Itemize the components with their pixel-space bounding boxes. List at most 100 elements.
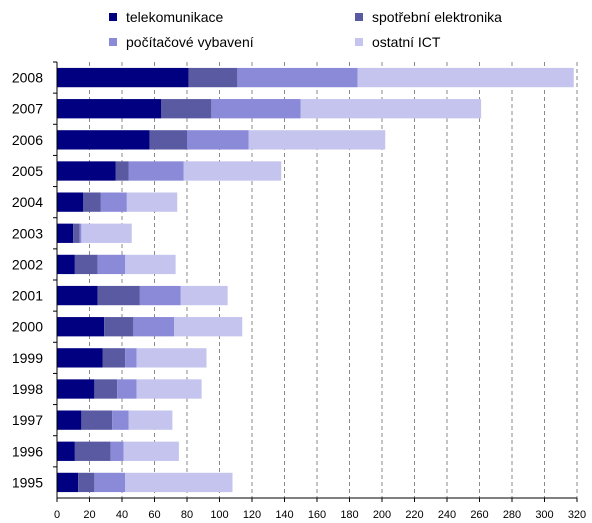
legend-label-3: ostatní ICT: [372, 34, 441, 50]
y-tick-label-1999: 1999: [12, 350, 43, 366]
y-tick-label-2002: 2002: [12, 256, 43, 272]
bar-2002-series-3: [125, 254, 176, 275]
legend-swatch-3: [355, 38, 363, 46]
x-tick-label-0: 0: [54, 509, 60, 521]
x-tick-label-140: 140: [275, 509, 293, 521]
y-tick-labels: 2008 2007 2006 2005 2004 2003 2002 2001 2000 1999…: [12, 61, 57, 490]
grid-lines: [89, 62, 578, 498]
bar-2007-series-0: [57, 99, 161, 119]
bar-2001-series-1: [97, 285, 140, 306]
bar-2003-series-3: [81, 223, 132, 243]
bar-1996-series-1: [74, 441, 111, 461]
bar-1995-series-3: [125, 472, 233, 493]
legend-label-2: počítačové vybavení: [126, 34, 254, 50]
x-tick-labels: 0 20 40 60 80 100 120 140 160 180 200 220 240 260 280 3…: [54, 498, 586, 521]
bar-1995-series-0: [57, 472, 79, 493]
x-tick-label-160: 160: [308, 509, 326, 521]
bar-2004-series-2: [100, 192, 127, 212]
bar-1999-series-2: [125, 348, 137, 368]
bar-1997-series-0: [57, 410, 82, 430]
y-tick-label-2007: 2007: [12, 101, 43, 117]
legend-swatch-0: [109, 13, 117, 21]
legend-swatch-1: [355, 13, 363, 21]
legend: telekomunikace spotřební elektronika počít…: [109, 9, 502, 50]
bar-2001-series-0: [57, 285, 98, 306]
bar-1998-series-2: [117, 379, 137, 399]
bar-1998-series-1: [94, 379, 118, 399]
bar-2000-series-2: [133, 317, 174, 337]
bar-2008-series-2: [237, 67, 358, 88]
bar-2008-series-0: [57, 67, 189, 88]
bar-1996-series-3: [123, 441, 179, 461]
y-tick-label-2008: 2008: [12, 70, 43, 86]
bar-1999-series-1: [102, 348, 126, 368]
x-tick-label-300: 300: [535, 509, 553, 521]
x-tick-label-260: 260: [470, 509, 488, 521]
bar-1997-series-1: [81, 410, 113, 430]
bar-1995-series-2: [94, 472, 126, 493]
bar-2008-series-3: [357, 67, 574, 88]
x-tick-label-80: 80: [181, 509, 193, 521]
bar-2007-series-1: [161, 99, 212, 119]
y-tick-label-1995: 1995: [12, 474, 43, 490]
bar-2007-series-2: [211, 99, 301, 119]
bar-2006-series-1: [149, 130, 187, 150]
y-tick-label-2006: 2006: [12, 132, 43, 148]
x-tick-label-40: 40: [116, 509, 128, 521]
x-tick-label-180: 180: [340, 509, 358, 521]
bar-1999-series-0: [57, 348, 103, 368]
y-tick-label-2000: 2000: [12, 319, 43, 335]
bar-1998-series-3: [136, 379, 202, 399]
bar-2002-series-0: [57, 254, 75, 275]
bar-2005-series-1: [115, 161, 129, 181]
bar-2001-series-2: [139, 285, 181, 306]
bar-2005-series-3: [183, 161, 282, 181]
y-tick-label-1997: 1997: [12, 412, 43, 428]
bar-2005-series-0: [57, 161, 116, 181]
bar-2006-series-3: [248, 130, 386, 150]
bar-1996-series-2: [110, 441, 124, 461]
bar-2005-series-2: [128, 161, 184, 181]
bar-2000-series-3: [174, 317, 243, 337]
bar-2004-series-3: [126, 192, 178, 212]
bar-2006-series-0: [57, 130, 150, 150]
bars: [57, 67, 574, 493]
bar-2000-series-0: [57, 317, 105, 337]
x-tick-label-100: 100: [210, 509, 228, 521]
bar-2003-series-0: [57, 223, 74, 243]
x-tick-label-120: 120: [243, 509, 261, 521]
bar-2002-series-1: [74, 254, 98, 275]
bar-1999-series-3: [136, 348, 207, 368]
y-tick-label-1996: 1996: [12, 443, 43, 459]
y-tick-label-2004: 2004: [12, 194, 43, 210]
bar-1997-series-3: [128, 410, 173, 430]
x-tick-label-320: 320: [568, 509, 586, 521]
bar-1998-series-0: [57, 379, 95, 399]
bar-2006-series-2: [187, 130, 249, 150]
y-tick-label-1998: 1998: [12, 381, 43, 397]
y-tick-label-2005: 2005: [12, 163, 43, 179]
x-tick-label-60: 60: [148, 509, 160, 521]
legend-label-1: spotřební elektronika: [372, 9, 502, 25]
x-tick-label-220: 220: [405, 509, 423, 521]
y-tick-label-2001: 2001: [12, 288, 43, 304]
bar-2004-series-1: [83, 192, 101, 212]
y-tick-label-2003: 2003: [12, 225, 43, 241]
x-tick-label-20: 20: [83, 509, 95, 521]
bar-2001-series-3: [180, 285, 228, 306]
bar-2007-series-3: [300, 99, 482, 119]
bar-1997-series-2: [112, 410, 129, 430]
bar-2003-series-1: [73, 223, 80, 243]
bar-1996-series-0: [57, 441, 75, 461]
legend-swatch-2: [109, 38, 117, 46]
bar-2000-series-1: [104, 317, 134, 337]
bar-2003-series-2: [79, 223, 82, 243]
x-tick-label-280: 280: [503, 509, 521, 521]
bar-1995-series-1: [78, 472, 95, 493]
bar-2008-series-1: [188, 67, 238, 88]
legend-label-0: telekomunikace: [126, 9, 223, 25]
bar-2002-series-2: [97, 254, 126, 275]
bar-2004-series-0: [57, 192, 83, 212]
x-tick-label-200: 200: [373, 509, 391, 521]
